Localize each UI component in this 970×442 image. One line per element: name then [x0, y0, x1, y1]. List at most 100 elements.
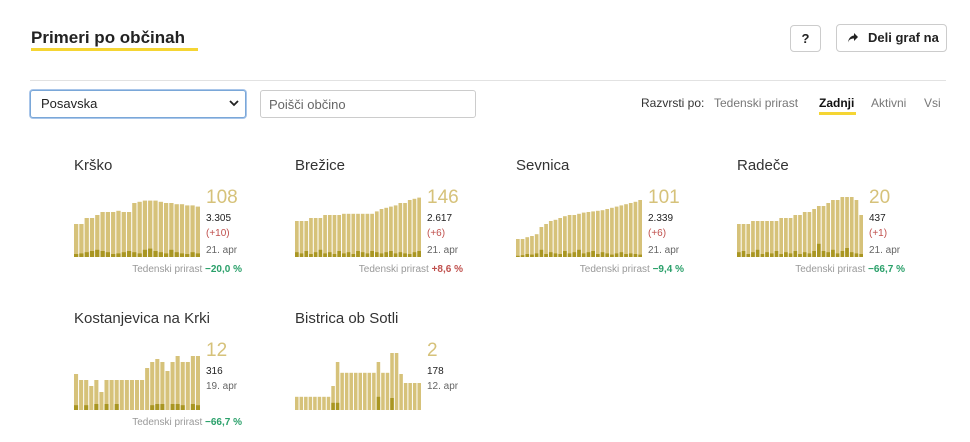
sparkline-bar-daily [335, 402, 340, 410]
sparkline-bar-daily [638, 254, 642, 257]
region-select[interactable]: Posavska [30, 90, 246, 118]
page-title: Primeri po občinah [31, 28, 185, 47]
sparkline-bar [633, 201, 638, 257]
sparkline-bar [185, 205, 190, 257]
sparkline-bar [342, 213, 346, 257]
sparkline-bar [74, 224, 79, 257]
sparkline-bar [605, 209, 610, 257]
municipality-search-input[interactable] [260, 90, 476, 118]
sparkline-bar-daily [374, 252, 379, 257]
sparkline-bar [163, 203, 169, 257]
sort-option-latest[interactable]: Zadnji [819, 96, 855, 110]
sparkline-bar [84, 218, 89, 257]
sparkline-bar-daily [114, 404, 119, 410]
card-delta: (+6) [648, 228, 667, 239]
help-button[interactable]: ? [790, 25, 821, 52]
sparkline-bar [784, 218, 788, 257]
sparkline-bar [376, 362, 381, 410]
sparkline-bar-daily [412, 252, 417, 257]
sparkline-bar [121, 212, 126, 257]
sparkline-bar [389, 206, 393, 257]
sparkline-bar-daily [784, 252, 788, 257]
municipality-card[interactable]: Radeče 20 437 (+1) 21. apr Tedenski prir… [737, 157, 937, 287]
sparkline-bar [372, 372, 376, 410]
sparkline-bar [327, 215, 332, 257]
sparkline-bar [190, 356, 195, 410]
sparkline-bar [142, 200, 148, 257]
sparkline-bar-daily [142, 249, 148, 257]
sparkline-bar-daily [95, 249, 100, 257]
share-button[interactable]: Deli graf na [836, 24, 947, 52]
sparkline-bar [346, 213, 351, 257]
sparkline-bar-daily [74, 254, 79, 257]
sparkline-bar-daily [525, 254, 530, 257]
sparkline-bar-daily [534, 253, 539, 257]
sparkline-bar [384, 207, 389, 257]
sparkline-bar-daily [318, 249, 323, 257]
weekly-value: −20,0 % [205, 264, 242, 275]
sparkline-bar [124, 380, 129, 410]
sparkline-bar [148, 200, 153, 257]
sparkline-bar-daily [379, 253, 384, 257]
sparkline-bar [408, 383, 412, 410]
municipality-card[interactable]: Krško 108 3.305 (+10) 21. apr Tedenski p… [74, 157, 274, 287]
card-sparkline [295, 197, 421, 257]
sparkline-bar [407, 200, 412, 257]
sparkline-bar [845, 197, 849, 257]
sparkline-bar-daily [544, 254, 548, 257]
sparkline-bar [137, 201, 142, 257]
sort-active-underline [819, 112, 856, 115]
sparkline-bar-daily [389, 251, 393, 257]
card-name: Brežice [295, 157, 346, 174]
sparkline-bar [344, 372, 349, 410]
sparkline-bar [385, 372, 390, 410]
sparkline-bar-daily [190, 404, 195, 410]
sparkline-bar-daily [175, 404, 180, 410]
sparkline-bar-daily [845, 248, 849, 257]
sparkline-bar [170, 362, 175, 410]
sort-option-weekly[interactable]: Tedenski prirast [714, 96, 799, 110]
sparkline-bar [150, 362, 155, 410]
municipality-card[interactable]: Brežice 146 2.617 (+6) 21. apr Tedenski … [295, 157, 495, 287]
sparkline-bar [390, 353, 394, 410]
sparkline-bar-daily [137, 253, 142, 257]
sparkline-bar [399, 374, 403, 410]
sparkline-bar-daily [163, 253, 169, 257]
sparkline-bar [140, 380, 145, 410]
sparkline-bar [126, 212, 132, 257]
sparkline-bar [591, 211, 595, 257]
weekly-value: −66,7 % [868, 264, 905, 275]
sparkline-bar [534, 234, 539, 257]
sparkline-bar-daily [148, 248, 153, 257]
sparkline-bar-daily [563, 251, 567, 257]
sparkline-bar-daily [553, 253, 558, 257]
card-date: 21. apr [206, 245, 238, 256]
sparkline-bar [360, 213, 365, 257]
sparkline-bar [760, 221, 765, 257]
sparkline-bar [322, 396, 326, 410]
municipality-card[interactable]: Bistrica ob Sotli 2 178 12. apr [295, 310, 495, 440]
card-total: 3.305 [206, 213, 232, 224]
sparkline-bar [530, 236, 534, 257]
sparkline-bar-daily [111, 254, 116, 257]
municipality-card[interactable]: Kostanjevica na Krki 12 316 19. apr Tede… [74, 310, 274, 440]
sparkline-bar-daily [812, 251, 816, 257]
sparkline-bar-daily [94, 404, 99, 410]
sparkline-bar [313, 396, 317, 410]
divider [30, 80, 946, 81]
sort-option-all[interactable]: Vsi [924, 96, 941, 110]
municipality-card[interactable]: Sevnica 101 2.339 (+6) 21. apr Tedenski … [516, 157, 716, 287]
sparkline-bar-daily [295, 252, 299, 257]
sparkline-bar [299, 396, 304, 410]
sparkline-bar [751, 221, 755, 257]
sparkline-bar-daily [760, 254, 765, 257]
sparkline-bar-daily [539, 249, 544, 257]
sparkline-bar-daily [84, 405, 89, 410]
sparkline-bar-daily [356, 251, 360, 257]
sparkline-bar [132, 203, 137, 257]
sparkline-bar [111, 212, 116, 257]
card-delta: (+10) [206, 228, 230, 239]
sparkline-bar [793, 215, 798, 257]
sparkline-bar [313, 218, 318, 257]
sort-option-active[interactable]: Aktivni [871, 96, 907, 110]
